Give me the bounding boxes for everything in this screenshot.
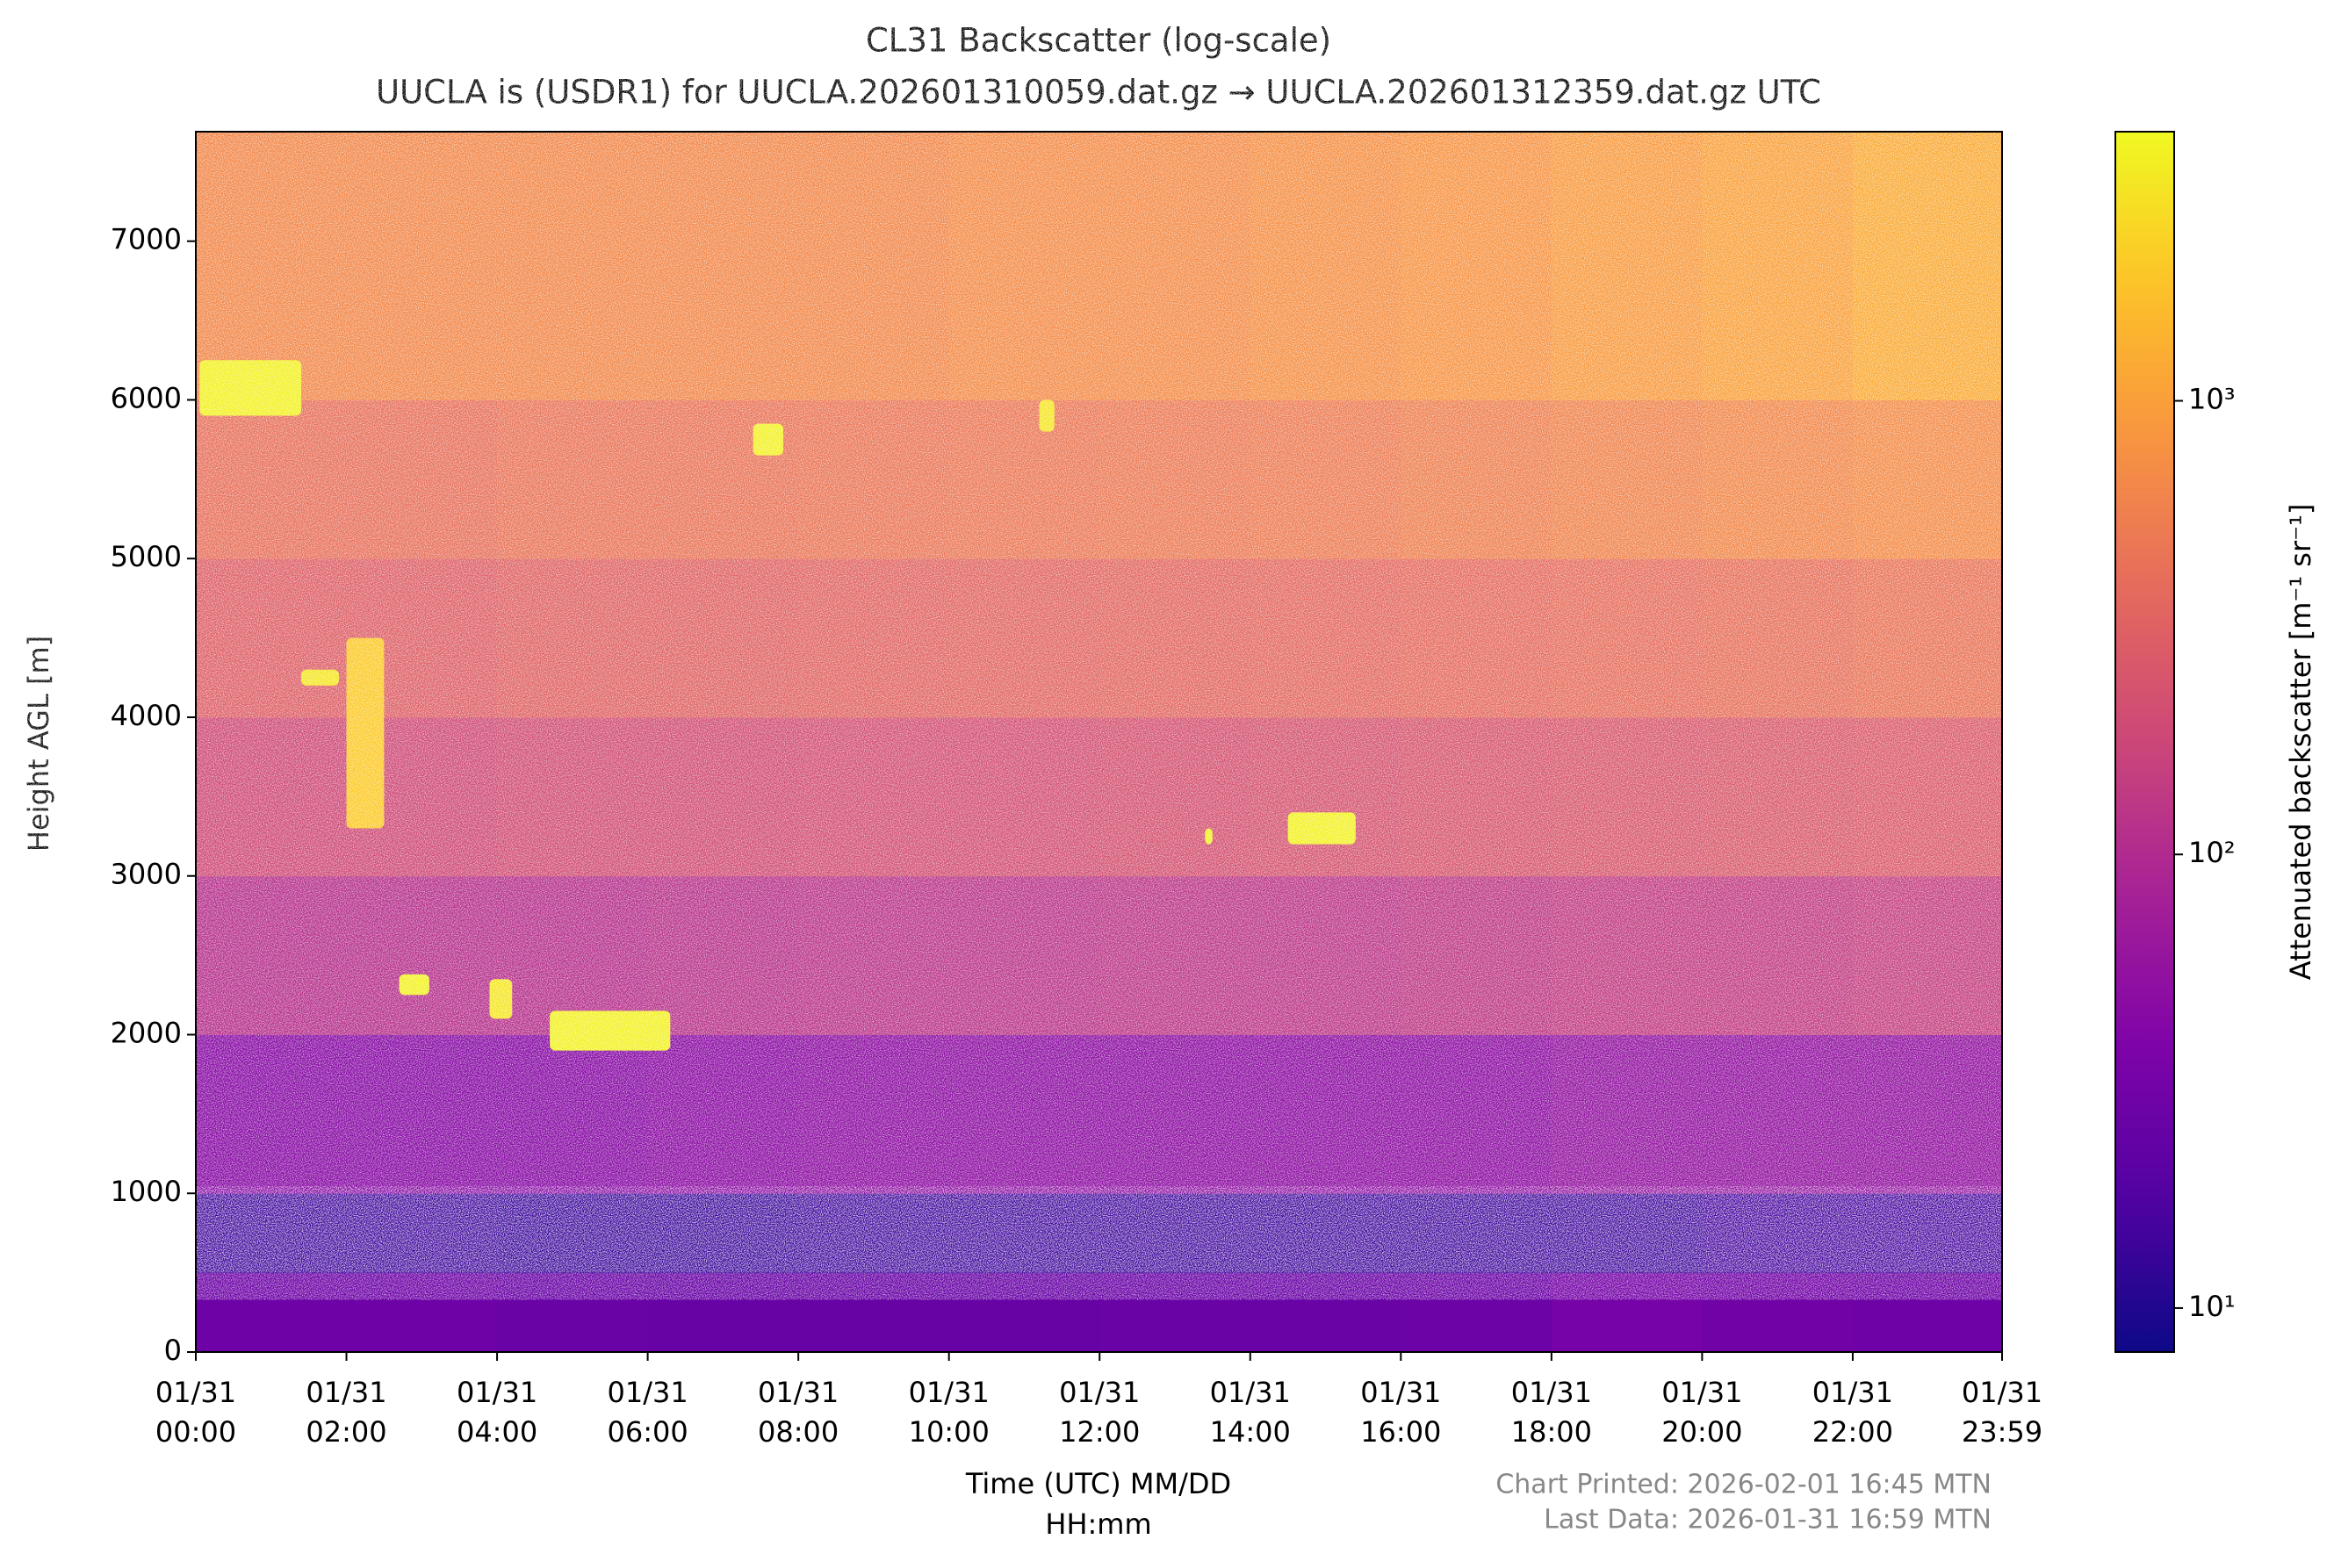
- x-tick-label: 01/31 12:00: [1059, 1376, 1140, 1449]
- chart-title: CL31 Backscatter (log-scale): [866, 22, 1331, 60]
- heatmap-cell: [1099, 1272, 1251, 1353]
- colorbar-tick-label: 10¹: [2188, 1290, 2236, 1323]
- x-tick-label: 01/31 10:00: [909, 1376, 990, 1449]
- colorbar: [2114, 131, 2175, 1353]
- heatmap-cell: [647, 1272, 799, 1353]
- speckle-texture: [196, 1193, 2002, 1265]
- y-tick-label: 6000: [111, 381, 182, 414]
- heatmap-cell: [1852, 1272, 2003, 1353]
- x-tick-label: 01/31 14:00: [1210, 1376, 1291, 1449]
- y-tick-label: 3000: [111, 858, 182, 891]
- x-tick-label: 01/31 18:00: [1511, 1376, 1592, 1449]
- x-tick-label: 01/31 23:59: [1962, 1376, 2042, 1449]
- x-tick-label: 01/31 02:00: [306, 1376, 386, 1449]
- y-tick-label: 1000: [111, 1175, 182, 1208]
- heatmap-cell: [346, 1272, 498, 1353]
- x-tick-label: 01/31 00:00: [155, 1376, 236, 1449]
- heatmap-cell: [1702, 1272, 1854, 1353]
- speckle-texture: [196, 132, 2002, 1194]
- x-tick-label: 01/31 16:00: [1360, 1376, 1441, 1449]
- x-axis-label: HH:mm: [1045, 1507, 1151, 1541]
- x-tick-label: 01/31 08:00: [758, 1376, 839, 1449]
- colorbar-tick-label: 10³: [2188, 383, 2236, 416]
- footer-note: Last Data: 2026-01-31 16:59 MTN: [1544, 1505, 1992, 1536]
- heatmap-cell: [196, 1272, 348, 1353]
- x-tick-label: 01/31 06:00: [608, 1376, 688, 1449]
- heatmap-cell: [798, 1272, 950, 1353]
- footer-note: Chart Printed: 2026-02-01 16:45 MTN: [1495, 1470, 1992, 1500]
- y-tick-label: 0: [164, 1334, 182, 1367]
- heatmap-cell: [1551, 1272, 1703, 1353]
- colorbar-label: Attenuated backscatter [m⁻¹ sr⁻¹]: [2284, 504, 2317, 981]
- x-tick-label: 01/31 04:00: [457, 1376, 537, 1449]
- colorbar-tick-label: 10²: [2188, 836, 2236, 869]
- y-tick-label: 4000: [111, 699, 182, 732]
- x-tick-label: 01/31 20:00: [1661, 1376, 1742, 1449]
- y-axis-label: Height AGL [m]: [22, 636, 55, 852]
- x-tick-label: 01/31 22:00: [1812, 1376, 1893, 1449]
- y-tick-label: 2000: [111, 1016, 182, 1049]
- heatmap-cell: [497, 1272, 649, 1353]
- y-tick-label: 7000: [111, 223, 182, 256]
- y-tick-label: 5000: [111, 540, 182, 573]
- chart-subtitle: UUCLA is (USDR1) for UUCLA.202601310059.…: [376, 74, 1821, 111]
- x-axis-label: Time (UTC) MM/DD: [965, 1467, 1231, 1500]
- heatmap-cell: [1250, 1272, 1401, 1353]
- heatmap-cell: [948, 1272, 1100, 1353]
- heatmap-cell: [1401, 1272, 1552, 1353]
